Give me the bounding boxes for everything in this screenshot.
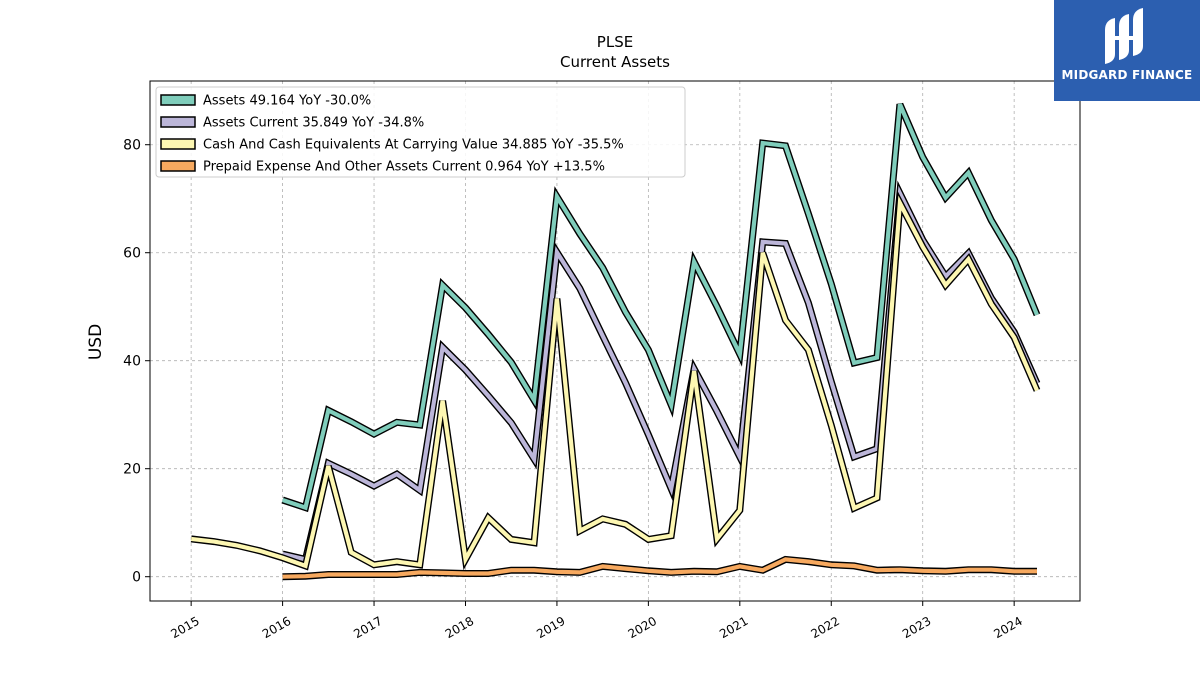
x-tick-label: 2019: [534, 614, 567, 641]
x-tick-label: 2017: [351, 614, 384, 641]
series-line: [281, 103, 1039, 511]
series-line: [282, 557, 1037, 579]
brand-logo: MIDGARD FINANCE: [1054, 0, 1200, 101]
series-3: [190, 190, 1041, 571]
legend-entry: Cash And Cash Equivalents At Carrying Va…: [203, 138, 624, 153]
legend: Assets 49.164 YoY -30.0% Assets Current 3…: [155, 86, 686, 178]
legend-swatch: [160, 138, 196, 150]
y-tick-label: 40: [123, 354, 141, 370]
series-layer: [190, 102, 1041, 581]
x-tick-label: 2023: [900, 614, 933, 641]
brand-name: MIDGARD FINANCE: [1061, 68, 1193, 82]
y-tick-label: 60: [123, 246, 141, 262]
legend-swatch: [160, 116, 196, 128]
chart-subtitle: Current Assets: [560, 53, 670, 71]
x-tick-label: 2016: [260, 614, 293, 641]
y-tick-label: 20: [123, 462, 141, 478]
series-4: [282, 555, 1037, 581]
y-axis: 0 20 40 60 80: [123, 138, 150, 586]
x-tick-label: 2021: [717, 614, 750, 641]
x-tick-label: 2015: [168, 614, 201, 641]
x-tick-label: 2022: [809, 614, 842, 641]
plot-frame: [149, 80, 1081, 602]
series-2: [281, 180, 1041, 564]
legend-entry: Assets Current 35.849 YoY -34.8%: [203, 116, 424, 131]
x-tick-label: 2018: [443, 614, 476, 641]
y-axis-label: USD: [86, 324, 106, 360]
y-tick-label: 0: [132, 570, 141, 586]
series-1: [281, 102, 1041, 513]
x-axis: 2015 2016 2017 2018 2019 2020 2021 2022 2023 2024: [168, 601, 1025, 641]
x-tick-label: 2024: [991, 614, 1024, 641]
legend-swatch: [160, 94, 196, 106]
x-tick-label: 2020: [626, 614, 659, 641]
chart-title: PLSE: [597, 33, 633, 51]
series-line: [282, 185, 1039, 562]
legend-box: [155, 86, 686, 178]
legend-swatch: [160, 160, 196, 172]
legend-entry: Prepaid Expense And Other Assets Current…: [203, 160, 605, 175]
midgard-logo-icon: [1105, 8, 1143, 64]
series-line: [190, 195, 1039, 569]
y-tick-label: 80: [123, 138, 141, 154]
legend-entry: Assets 49.164 YoY -30.0%: [203, 94, 371, 109]
